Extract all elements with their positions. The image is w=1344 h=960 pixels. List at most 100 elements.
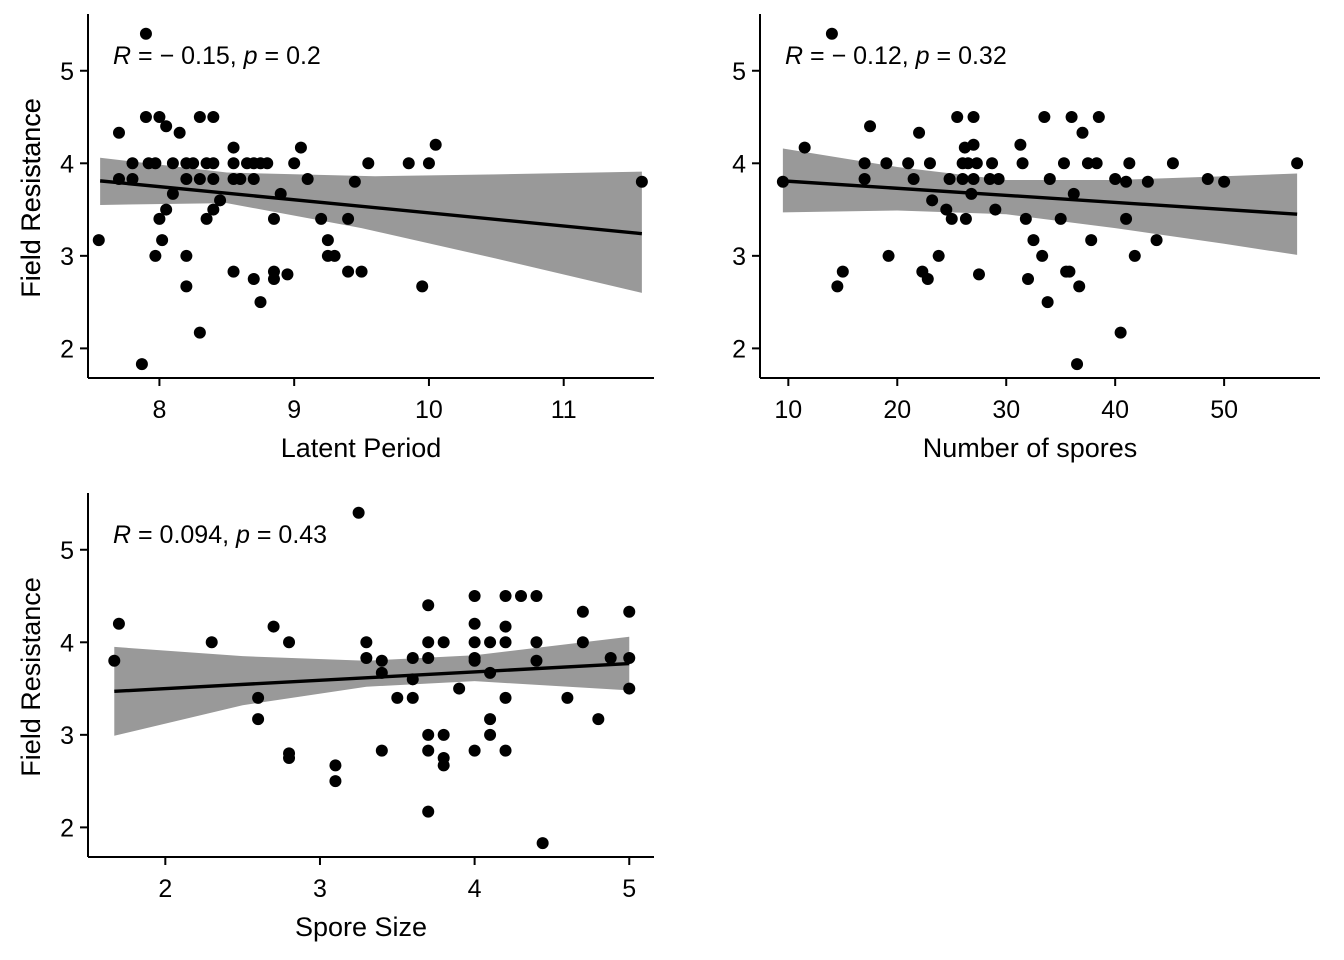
data-point (126, 173, 139, 186)
data-point (499, 744, 512, 757)
data-point (112, 173, 125, 186)
data-point (499, 590, 512, 603)
y-tick-label: 4 (60, 629, 74, 657)
data-point (422, 157, 435, 170)
data-point (283, 751, 296, 764)
data-point (530, 590, 543, 603)
x-tick-label: 4 (468, 875, 482, 903)
data-point (261, 157, 274, 170)
data-point (858, 157, 871, 170)
data-point (437, 728, 450, 741)
data-point (391, 691, 404, 704)
data-point (360, 636, 373, 649)
data-point (864, 120, 877, 133)
annotation-r-value: − 0.12, (832, 42, 916, 70)
data-point (1128, 249, 1141, 262)
data-point (166, 187, 179, 200)
annotation-p-value: = 0.43 (250, 521, 327, 549)
data-point (315, 212, 328, 225)
data-point (153, 212, 166, 225)
data-point (1218, 175, 1231, 188)
x-axis-title: Number of spores (923, 433, 1138, 463)
data-point (362, 157, 375, 170)
data-point (623, 652, 636, 665)
data-point (1016, 157, 1029, 170)
x-tick-label: 5 (622, 875, 636, 903)
data-point (836, 265, 849, 278)
annotation-r-label: R (113, 42, 131, 70)
data-point (604, 652, 617, 665)
data-point (252, 713, 265, 726)
panel-3: 2 3 4 5 2 3 4 5 Spore Size Field Resistance R = 0.… (16, 493, 654, 942)
data-point (193, 173, 206, 186)
data-point (437, 636, 450, 649)
data-point (453, 682, 466, 695)
annotation-r-label: R (785, 42, 803, 70)
data-point (156, 234, 169, 247)
data-point (1114, 326, 1127, 339)
data-point (135, 358, 148, 371)
x-tick-label: 8 (152, 396, 166, 424)
x-tick-label: 11 (551, 396, 577, 424)
data-point (932, 249, 945, 262)
data-point (940, 203, 953, 216)
data-point (515, 590, 528, 603)
data-point (205, 636, 218, 649)
data-point (166, 157, 179, 170)
data-point (352, 506, 365, 519)
y-tick-label: 3 (732, 243, 746, 271)
y-axis-title: Field Resistance (16, 98, 46, 298)
data-point (561, 691, 574, 704)
data-point (499, 691, 512, 704)
data-point (986, 157, 999, 170)
data-point (207, 203, 220, 216)
data-point (149, 157, 162, 170)
data-point (1063, 265, 1076, 278)
data-point (499, 636, 512, 649)
annotation-p-value: = 0.2 (258, 42, 321, 70)
data-point (959, 212, 972, 225)
data-point (422, 652, 435, 665)
data-point (902, 157, 915, 170)
y-tick-label: 5 (60, 58, 74, 86)
data-point (375, 666, 388, 679)
data-point (247, 173, 260, 186)
data-point (880, 157, 893, 170)
data-point (926, 194, 939, 207)
data-point (416, 280, 429, 293)
x-tick-label: 10 (415, 396, 443, 424)
data-point (160, 120, 173, 133)
y-axis-title: Field Resistance (16, 577, 46, 777)
data-point (943, 173, 956, 186)
data-point (254, 296, 267, 309)
y-tick-label: 3 (60, 243, 74, 271)
data-point (530, 654, 543, 667)
data-point (831, 280, 844, 293)
data-point (499, 620, 512, 633)
x-tick-label: 20 (883, 396, 911, 424)
confidence-band (100, 157, 642, 293)
y-tick-label: 3 (60, 722, 74, 750)
data-point (1150, 234, 1163, 247)
annotation-p-value: = 0.32 (930, 42, 1007, 70)
data-point (962, 157, 975, 170)
data-point (200, 212, 213, 225)
data-point (139, 111, 152, 124)
data-point (951, 111, 964, 124)
x-tick-label: 10 (774, 396, 802, 424)
correlation-annotation: R = − 0.12, p = 0.32 (785, 42, 1007, 70)
data-point (945, 212, 958, 225)
data-point (252, 691, 265, 704)
correlation-annotation: R = 0.094, p = 0.43 (113, 521, 327, 549)
data-point (1065, 111, 1078, 124)
data-point (468, 617, 481, 630)
x-tick-label: 9 (287, 396, 301, 424)
data-point (967, 138, 980, 151)
data-point (406, 691, 419, 704)
data-point (193, 326, 206, 339)
data-point (267, 212, 280, 225)
x-tick-label: 50 (1210, 396, 1238, 424)
data-point (1038, 111, 1051, 124)
data-point (139, 27, 152, 40)
data-point (1057, 157, 1070, 170)
